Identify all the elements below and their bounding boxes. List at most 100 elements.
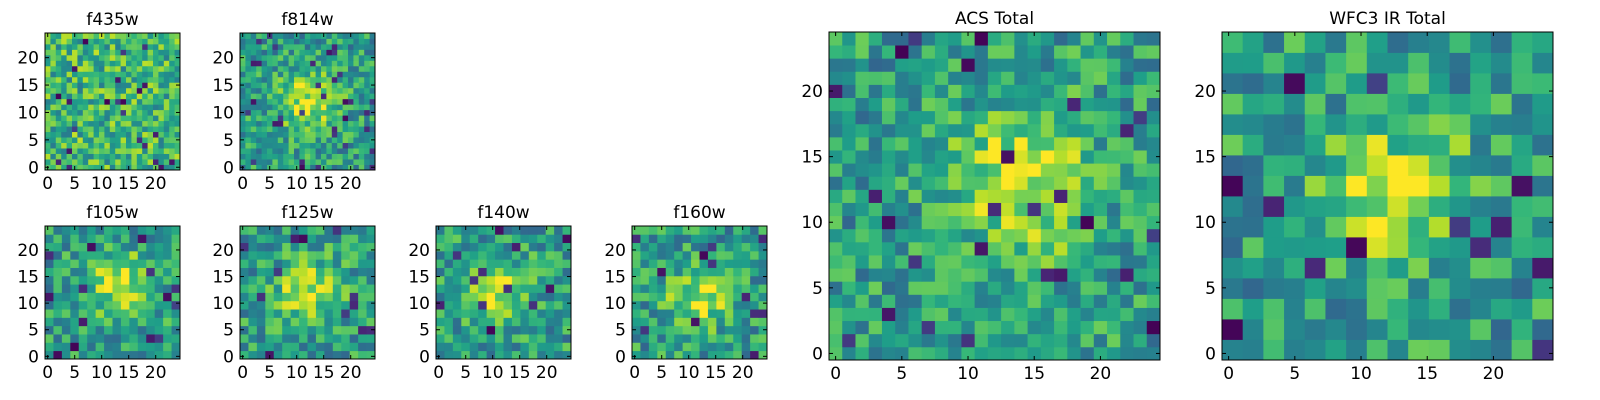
heatmap-cell — [120, 137, 127, 143]
heatmap-cell — [136, 54, 143, 61]
heatmap-cell — [131, 87, 138, 94]
heatmap-cell — [1146, 45, 1161, 59]
heatmap-cell — [1080, 45, 1095, 59]
heatmap-cell — [88, 60, 94, 67]
heatmap-cell — [129, 226, 139, 235]
heatmap-cell — [248, 250, 258, 260]
heatmap-cell — [109, 159, 116, 165]
heatmap-cell — [1093, 320, 1108, 335]
heatmap-cell — [55, 54, 62, 61]
heatmap-cell — [545, 267, 555, 277]
heatmap-cell — [45, 148, 51, 154]
heatmap-cell — [158, 159, 165, 165]
heatmap-cell — [1470, 175, 1492, 197]
heatmap-cell — [657, 259, 667, 268]
heatmap-cell — [868, 32, 883, 46]
heatmap-cell — [436, 325, 445, 335]
heatmap-cell — [337, 142, 343, 149]
heatmap-cell — [109, 148, 116, 154]
heatmap-cell — [554, 242, 563, 252]
heatmap-cell — [136, 153, 143, 160]
heatmap-cell — [82, 120, 89, 127]
heatmap-cell — [369, 43, 376, 50]
heatmap-cell — [55, 164, 62, 171]
heatmap-cell — [136, 93, 143, 100]
heatmap-cell — [104, 250, 113, 260]
heatmap-cell — [1146, 202, 1161, 217]
heatmap-cell — [45, 126, 51, 133]
heatmap-cell — [1408, 339, 1430, 361]
heatmap-cell — [299, 309, 308, 318]
heatmap-cell — [304, 76, 311, 83]
heatmap-cell — [294, 131, 300, 138]
heatmap-cell — [349, 267, 359, 277]
heatmap-cell — [129, 242, 139, 252]
heatmap-cell — [520, 292, 530, 302]
heatmap-cell — [50, 38, 57, 45]
heatmap-cell — [741, 275, 751, 285]
heatmap-cell — [948, 320, 962, 335]
heatmap-cell — [682, 242, 692, 252]
heatmap-cell — [1001, 71, 1015, 85]
heatmap-cell — [240, 267, 249, 277]
heatmap-cell — [511, 342, 521, 352]
heatmap-cell — [1284, 339, 1306, 361]
heatmap-cell — [1054, 58, 1068, 72]
heatmap-cell — [315, 153, 322, 160]
heatmap-cell — [369, 60, 376, 67]
heatmap-cell — [364, 104, 370, 111]
heatmap-cell — [1014, 84, 1028, 98]
heatmap-cell — [495, 284, 504, 293]
heatmap-cell — [163, 33, 170, 39]
heatmap-cell — [45, 309, 54, 318]
heatmap-cell — [104, 109, 111, 116]
heatmap-cell — [50, 126, 57, 133]
heatmap-cell — [299, 267, 308, 277]
heatmap-cell — [478, 325, 488, 335]
heatmap-cell — [45, 242, 54, 252]
heatmap-cell — [256, 309, 266, 318]
heatmap-cell — [1408, 196, 1430, 217]
heatmap-cell — [315, 164, 322, 171]
heatmap-cell — [104, 82, 111, 89]
heatmap-cell — [120, 82, 127, 89]
heatmap-cell — [921, 320, 936, 335]
heatmap-cell — [868, 320, 883, 335]
heatmap-cell — [358, 250, 367, 260]
heatmap-cell — [674, 317, 684, 327]
heatmap-cell — [272, 164, 279, 171]
heatmap-cell — [147, 153, 154, 160]
heatmap-cell — [288, 159, 295, 165]
heatmap-cell — [158, 115, 165, 122]
heatmap-cell — [115, 71, 121, 78]
heatmap-cell — [895, 268, 909, 282]
heatmap-cell — [153, 109, 159, 116]
heatmap-cell — [146, 317, 156, 327]
heatmap-cell — [321, 104, 327, 111]
heatmap-cell — [153, 71, 159, 78]
heatmap-cell — [1325, 93, 1347, 115]
heatmap-cell — [895, 333, 909, 348]
heatmap-cell — [250, 131, 257, 138]
heatmap-cell — [109, 131, 116, 138]
heatmap-cell — [369, 49, 376, 56]
heatmap-cell — [288, 38, 295, 45]
heatmap-cell — [1146, 176, 1161, 190]
heatmap-cell — [272, 33, 279, 39]
heatmap-cell — [511, 284, 521, 293]
heatmap-cell — [256, 104, 262, 111]
heatmap-cell — [632, 325, 641, 335]
heatmap-cell — [104, 120, 111, 127]
heatmap-cell — [131, 148, 138, 154]
heatmap-cell — [272, 76, 279, 83]
heatmap-cell — [267, 93, 273, 100]
heatmap-cell — [1027, 333, 1042, 348]
heatmap-cell — [1093, 110, 1108, 125]
heatmap-cell — [277, 109, 284, 116]
heatmap-cell — [82, 104, 89, 111]
heatmap-cell — [321, 93, 327, 100]
heatmap-cell — [461, 342, 471, 352]
heatmap-cell — [283, 65, 289, 72]
heatmap-cell — [142, 131, 148, 138]
